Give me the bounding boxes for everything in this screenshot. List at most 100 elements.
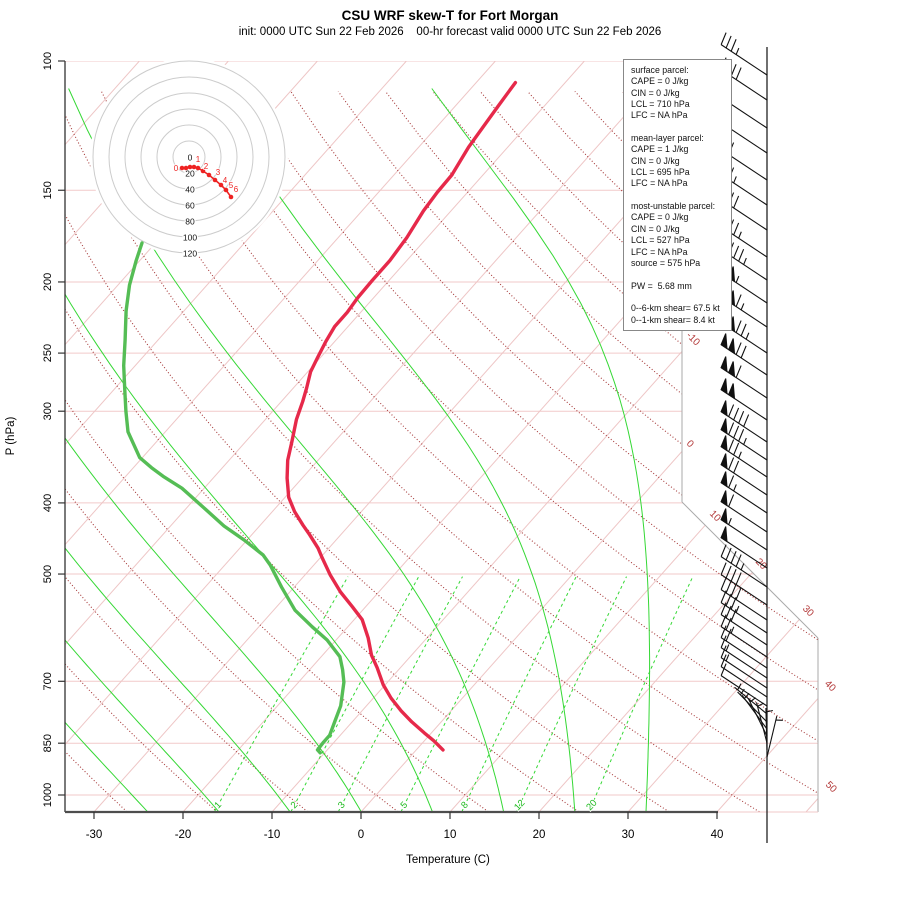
hodograph-backdrop [90, 58, 288, 256]
wind-barb [720, 654, 768, 698]
y-axis-title: P (hPa) [5, 416, 17, 455]
hodograph-ring [108, 76, 270, 238]
temperature-curve [285, 80, 518, 752]
mixing-ratio-label: 8 [459, 800, 471, 811]
line-labels: -1001020304050123581220 [211, 330, 839, 814]
hodograph-point [206, 172, 212, 178]
wind-barb [720, 635, 768, 679]
wind-barb [720, 508, 768, 551]
wind-barb [734, 683, 768, 715]
infobox-line: LFC = NA hPa [631, 178, 688, 189]
hodograph-ring-label: 80 [185, 217, 195, 227]
pressure-tick-label: 300 [42, 402, 54, 420]
infobox-line: 0--1-km shear= 8.4 kt [631, 314, 715, 325]
temp-tick-label: 30 [622, 829, 635, 841]
isotherm-edge-label: -10 [684, 330, 702, 348]
infobox-line: CAPE = 1 J/kg [631, 144, 689, 155]
wind-barb [720, 663, 768, 707]
hodograph-point [179, 165, 185, 171]
wind-barb [720, 400, 768, 443]
infobox-line: LCL = 710 hPa [631, 99, 690, 110]
hodograph-ring [92, 60, 286, 254]
hodograph-point [200, 168, 206, 174]
infobox-line [631, 292, 731, 303]
hodograph-km-label: 1 [196, 155, 201, 164]
dry-adiabat-lines [65, 91, 818, 812]
temp-tick-label: -20 [175, 829, 192, 841]
wind-barb [720, 602, 768, 646]
hodograph-ring-label: 0 [188, 153, 193, 163]
wind-barb [755, 702, 768, 744]
infobox-line [631, 269, 731, 280]
hodograph-ring-label: 100 [183, 233, 197, 243]
isotherm-edge-label: 0 [684, 438, 696, 450]
mixing-ratio-label: 3 [336, 800, 348, 811]
page-title: CSU WRF skew-T for Fort Morgan [341, 8, 559, 23]
hodograph-ring [124, 92, 254, 222]
hodograph-km-label: 5 [229, 181, 234, 190]
pressure-tick-label: 200 [42, 273, 54, 291]
moist-adiabat-lines [65, 88, 651, 812]
parcel-info-box: surface parcel: CAPE = 0 J/kg CIN = 0 J/kg… [623, 59, 732, 331]
x-axis-title: Temperature (C) [406, 854, 490, 866]
wind-barb [720, 378, 768, 421]
mixing-ratio-label: 12 [512, 798, 527, 813]
pressure-tick-label: 400 [42, 494, 54, 512]
hodograph-point [183, 165, 189, 171]
hodograph-km-label: 6 [234, 185, 239, 194]
pressure-tick-label: 150 [42, 181, 54, 199]
infobox-line: CIN = 0 J/kg [631, 87, 680, 98]
infobox-line: LCL = 695 hPa [631, 167, 690, 178]
mixing-ratio-label: 20 [584, 798, 599, 813]
hodograph-point [195, 165, 201, 171]
wind-barb [720, 614, 768, 658]
temp-tick-label: 0 [358, 829, 364, 841]
wind-barb [720, 562, 768, 606]
wind-barb [720, 453, 768, 496]
wind-barb [720, 490, 768, 533]
wind-barb [720, 577, 768, 621]
pressure-tick-label: 850 [42, 734, 54, 752]
wind-barb [720, 526, 768, 569]
hodograph-point [223, 187, 229, 193]
infobox-line: surface parcel: [631, 65, 689, 75]
wind-barb [720, 590, 768, 634]
hodograph-ring-label: 120 [183, 249, 197, 259]
mixing-ratio-lines [213, 576, 694, 812]
infobox-line: most-unstable parcel: [631, 201, 716, 212]
hodograph-km-label: 2 [204, 162, 209, 171]
hodograph-point [191, 164, 197, 170]
infobox-line: PW = 5.68 mm [631, 280, 692, 291]
hodograph-ring-label: 20 [185, 169, 195, 179]
infobox-line: LFC = NA hPa [631, 110, 688, 121]
temp-tick-label: 10 [444, 829, 457, 841]
hodograph-km-label: 4 [223, 176, 228, 185]
infobox-line: LCL = 527 hPa [631, 235, 690, 246]
wind-barb [720, 435, 768, 478]
dewpoint-curve [122, 241, 346, 755]
pressure-tick-label: 500 [42, 565, 54, 583]
hodograph-ring [156, 124, 222, 190]
isotherm-edge-label: 40 [822, 678, 838, 694]
infobox-line: source = 575 hPa [631, 257, 701, 268]
wind-barb [720, 418, 768, 461]
wind-barb [765, 707, 773, 751]
hodograph-point [187, 164, 193, 170]
temp-tick-label: -30 [86, 829, 103, 841]
pressure-tick-label: 100 [42, 52, 54, 70]
wind-barb [720, 625, 768, 669]
infobox-line: CAPE = 0 J/kg [631, 76, 689, 87]
hodograph-point [228, 194, 234, 200]
wind-barb [720, 356, 768, 399]
hodograph-point [212, 177, 218, 183]
isotherm-edge-label: 10 [707, 508, 723, 524]
hodograph-km-label: 3 [216, 168, 221, 177]
temp-tick-label: 20 [533, 829, 546, 841]
wind-barb [720, 333, 768, 376]
page-subtitle: init: 0000 UTC Sun 22 Feb 2026 00-hr for… [238, 26, 662, 38]
pressure-tick-label: 700 [42, 672, 54, 690]
wind-barb [720, 645, 768, 689]
